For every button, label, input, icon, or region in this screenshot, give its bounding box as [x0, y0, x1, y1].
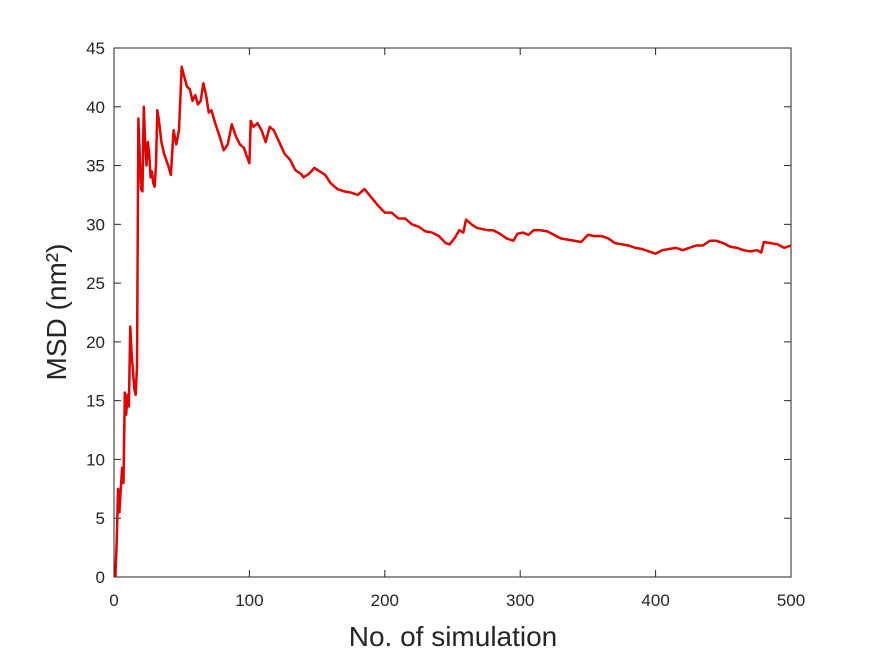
y-tick-label: 45 [86, 39, 105, 58]
x-tick-label: 200 [371, 591, 399, 610]
y-tick-label: 15 [86, 392, 105, 411]
x-tick-label: 100 [235, 591, 263, 610]
data-line [114, 65, 792, 578]
plot-area [113, 47, 792, 578]
y-axis-label: MSD (nm²) [41, 244, 72, 381]
x-axis-label: No. of simulation [349, 621, 558, 652]
x-tick-label: 400 [641, 591, 669, 610]
y-tick-label: 20 [86, 333, 105, 352]
y-tick-label: 30 [86, 215, 105, 234]
x-tick-label: 500 [777, 591, 805, 610]
x-tick-label: 300 [506, 591, 534, 610]
y-tick-label: 10 [86, 450, 105, 469]
y-tick-label: 5 [96, 509, 105, 528]
y-tick-label: 25 [86, 274, 105, 293]
y-tick-label: 35 [86, 157, 105, 176]
y-tick-label: 0 [96, 568, 105, 587]
x-tick-label: 0 [109, 591, 118, 610]
y-tick-label: 40 [86, 98, 105, 117]
